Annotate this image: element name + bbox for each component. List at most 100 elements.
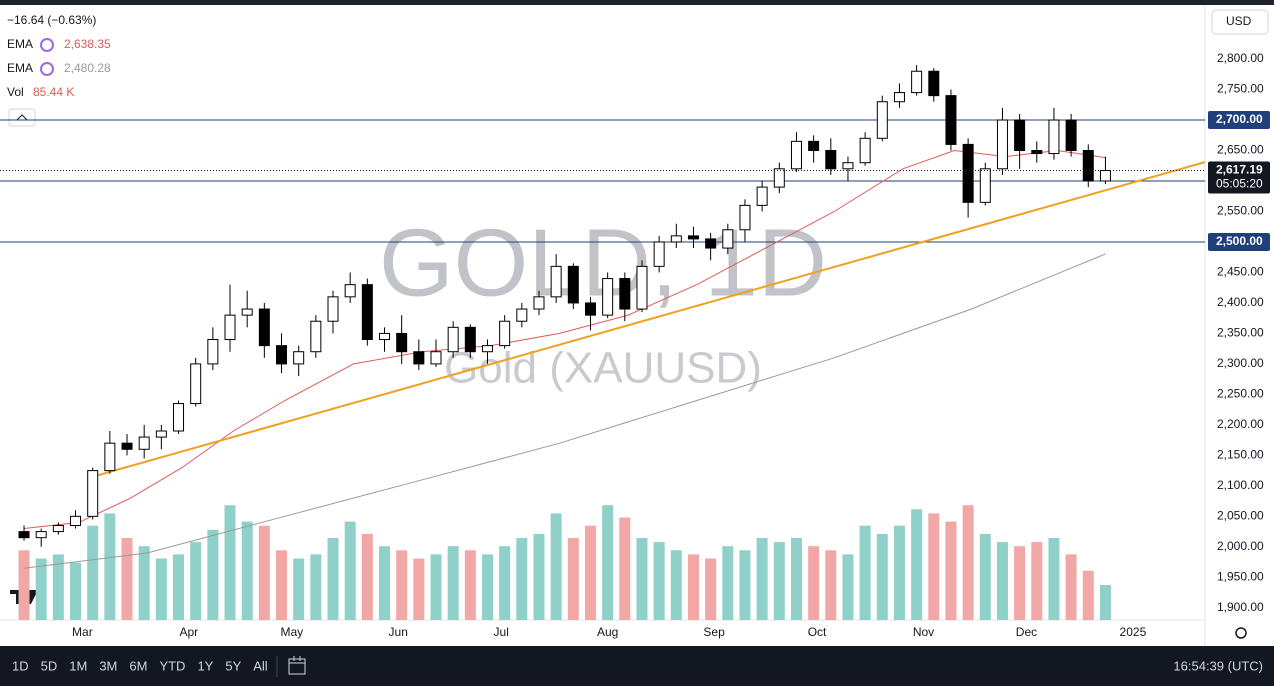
last-price-label: 2,617.19 [1216,163,1263,177]
volume-bar [276,550,288,620]
volume-bar [842,554,854,620]
candle-body [808,140,820,152]
volume-bar [35,558,47,620]
ema-line [23,253,1106,569]
candle-body [121,442,133,450]
legend-icon [40,38,54,52]
currency-button[interactable] [1211,9,1269,35]
y-tick-label: 2,550.00 [1217,204,1264,218]
y-tick-label: 2,450.00 [1217,265,1264,279]
y-tick-label: 2,150.00 [1217,448,1264,462]
candle-body [962,143,974,203]
candle-body [945,95,957,145]
candle-body [52,524,64,533]
range-button[interactable]: 1M [69,658,87,673]
volume-bar [962,505,974,620]
candle-body [790,140,802,170]
volume-bar [619,517,631,620]
watermark-subtitle: Gold (XAUUSD) [444,344,762,393]
candle-body [499,320,511,347]
volume-bar [207,529,219,620]
volume-bar [790,538,802,620]
candle-body [533,296,545,310]
volume-bar [739,550,751,620]
price-change: −16.64 (−0.63%) [7,13,96,27]
candle-body [756,186,768,206]
volume-bar [911,509,923,620]
legend-value: 2,480.28 [64,61,111,75]
candle-body [87,470,99,517]
candle-body [996,119,1008,170]
currency-label[interactable]: USD [1226,14,1252,28]
y-tick-label: 2,250.00 [1217,387,1264,401]
volume-bar [653,542,665,620]
candle-body [550,265,562,298]
volume-bar [104,513,116,620]
candle-body [310,320,322,353]
y-tick-label: 2,200.00 [1217,417,1264,431]
collapse-button[interactable] [8,108,36,127]
range-button[interactable]: 6M [129,658,147,673]
range-button[interactable]: 3M [99,658,117,673]
bottom-toolbar [0,646,1274,686]
candle-body [722,229,734,249]
candle-body [138,436,150,450]
volume-bar [70,562,82,620]
y-tick-label: 2,350.00 [1217,326,1264,340]
x-tick-label: Oct [808,625,827,639]
volume-bar [155,558,167,620]
volume-bar [550,513,562,620]
volume-bar [310,554,322,620]
legend-value: 85.44 K [33,85,74,99]
volume-bar [18,550,30,620]
top-strip [0,0,1274,5]
y-tick-label: 2,800.00 [1217,51,1264,65]
candle-body [653,241,665,267]
volume-bar [224,505,236,620]
candle-body [276,345,288,365]
candle-body [70,515,82,526]
candle-body [1048,119,1060,155]
range-button[interactable]: 1Y [197,658,213,673]
volume-bar [379,546,391,620]
candle-body [584,302,596,316]
clock: 16:54:39 (UTC) [1173,658,1263,673]
volume-bar [481,554,493,620]
volume-bar [464,550,476,620]
date-range-icon[interactable] [288,656,306,675]
level-label-box [1208,232,1270,251]
range-button[interactable]: 5Y [225,658,241,673]
range-button[interactable]: 1D [12,658,29,673]
volume-bar [516,538,528,620]
range-button[interactable]: 5D [41,658,58,673]
x-tick-label: Dec [1016,625,1037,639]
candle-body [1082,150,1094,182]
countdown-label: 05:05:20 [1216,177,1263,191]
y-tick-label: 1,900.00 [1217,600,1264,614]
volume-bar [327,538,339,620]
candle-body [911,70,923,94]
last-price-box [1208,161,1270,194]
range-button[interactable]: All [253,658,268,673]
y-tick-label: 2,650.00 [1217,143,1264,157]
candle-body [893,92,905,103]
legend-name: EMA [7,61,33,75]
volume-bar [361,533,373,620]
candle-body [739,204,751,231]
volume-bar [499,546,511,620]
candle-body [928,70,940,97]
collapse-icon [16,114,28,121]
range-button[interactable]: YTD [159,658,185,673]
volume-bar [52,554,64,620]
x-tick-label: Apr [179,625,198,639]
volume-bar [190,542,202,620]
ema-line [23,149,1106,529]
candle-body [241,308,253,316]
volume-bar [584,525,596,620]
watermark: GOLD, 1D Gold (XAUUSD) [379,209,827,392]
candle-body [18,531,30,539]
volume-bar [773,542,785,620]
legend-name: Vol [7,85,24,99]
settings-icon[interactable] [1235,627,1247,639]
